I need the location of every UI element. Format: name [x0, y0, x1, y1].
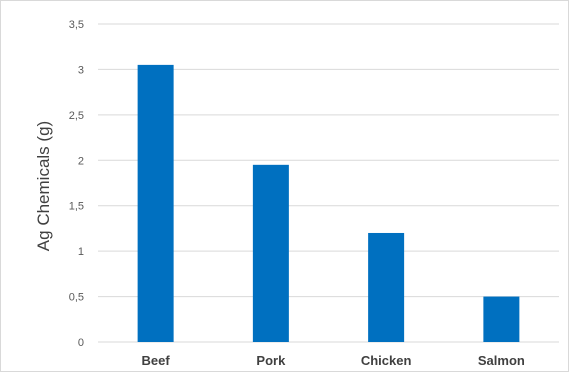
bar-pork [252, 164, 289, 342]
x-tick-label: Beef [142, 353, 171, 368]
x-tick-label: Salmon [478, 353, 525, 368]
y-tick-label: 2 [78, 155, 84, 167]
gridlines [98, 23, 559, 343]
bar-beef [137, 64, 174, 342]
y-axis-title: Ag Chemicals (g) [34, 121, 53, 251]
y-tick-label: 3,5 [69, 19, 84, 31]
x-axis-ticks: Beef Pork Chicken Salmon [142, 353, 525, 368]
bars [137, 64, 520, 342]
bar-salmon [483, 296, 520, 342]
y-tick-label: 0,5 [69, 292, 84, 304]
y-tick-label: 0 [78, 337, 84, 349]
x-tick-label: Pork [256, 353, 286, 368]
bar-chicken [368, 232, 405, 342]
x-tick-label: Chicken [361, 353, 412, 368]
y-tick-label: 1 [78, 246, 84, 258]
y-tick-label: 1,5 [69, 201, 84, 213]
y-axis-ticks: 0 0,5 1 1,5 2 2,5 3 3,5 [69, 19, 84, 349]
y-tick-label: 2,5 [69, 110, 84, 122]
y-tick-label: 3 [78, 64, 84, 76]
